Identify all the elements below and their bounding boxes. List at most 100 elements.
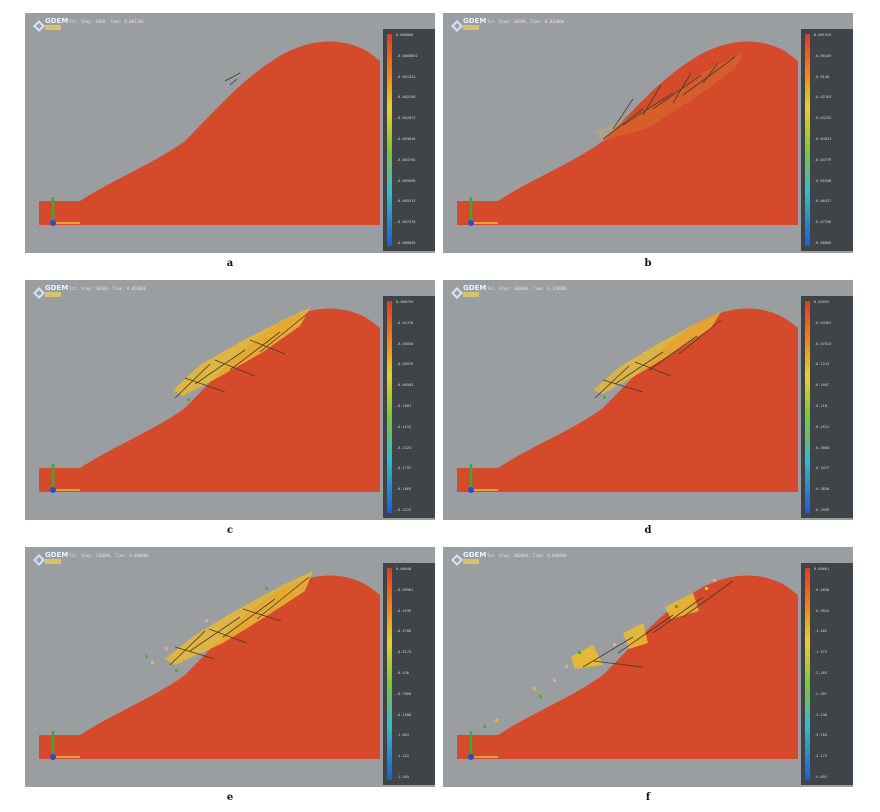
fracture-line <box>614 351 664 385</box>
legend-value: -0.01376 <box>396 320 414 325</box>
slope-model <box>457 308 798 493</box>
legend-value: -0.2511 <box>814 424 830 429</box>
displaced-zone <box>571 645 603 669</box>
fracture-line <box>652 74 702 110</box>
axis-origin <box>50 754 56 760</box>
gdem-logo-icon <box>451 287 463 299</box>
debris-particle <box>713 579 716 582</box>
fracture-line <box>622 92 674 126</box>
displaced-zone <box>593 312 721 394</box>
legend-value: -0.04031 <box>814 137 832 141</box>
legend-value: -0.005513 <box>396 199 416 204</box>
debris-particle <box>539 695 542 698</box>
logo-text: GDEM <box>45 17 69 25</box>
legend-value: -0.06427 <box>814 199 832 204</box>
debris-particle <box>578 651 581 654</box>
logo-text: GDEM <box>463 17 487 25</box>
gdem-logo-icon <box>33 20 45 32</box>
panel-caption: b <box>644 258 652 269</box>
logo-badge <box>45 559 61 564</box>
fracture-line <box>208 628 248 644</box>
debris-particle <box>641 625 644 628</box>
logo-text: GDEM <box>45 284 69 292</box>
displaced-zone <box>665 593 699 619</box>
legend-value: -0.007378 <box>396 220 416 225</box>
simulation-panel: GDEM Tot. Step: 200000, Time: 0.800000 0.0… <box>443 547 853 787</box>
slope-model <box>457 41 798 226</box>
legend-value: -1.222 <box>396 754 409 759</box>
step-info: Tot. Step: 200000, Time: 0.800000 <box>487 553 567 558</box>
fracture-line <box>169 630 206 666</box>
legend-value: -4.691 <box>814 775 827 779</box>
fracture-line <box>582 636 634 668</box>
color-legend: 0.00040 -0.09961 -0.1935 -0.2700 -0.3173 -0.4… <box>383 563 435 785</box>
legend-value: -1.001 <box>396 733 409 738</box>
fracture-line <box>672 72 692 104</box>
debris-particle <box>483 725 486 728</box>
slope-body <box>39 575 380 759</box>
fracture-line <box>222 598 276 638</box>
debris-particle <box>175 669 178 672</box>
axis-origin <box>468 754 474 760</box>
fracture-line <box>592 660 644 668</box>
fracture-line <box>229 78 238 86</box>
legend-color-bar <box>805 301 810 513</box>
legend-color-bar <box>387 301 392 513</box>
gdem-logo-icon <box>33 554 45 566</box>
legend-value: -0.3999 <box>814 508 830 512</box>
panel-caption: c <box>226 525 234 536</box>
legend-value: -0.06583 <box>396 383 414 388</box>
fracture-line <box>214 359 256 377</box>
debris-particle <box>533 687 536 690</box>
gdem-logo-icon <box>451 20 463 32</box>
step-info: Tot. Step: 120000, Time: 0.400000 <box>69 553 149 558</box>
legend-value: 0.000755 <box>396 300 414 304</box>
legend-value: 0.09661 <box>814 567 830 571</box>
fracture-line <box>256 576 310 620</box>
legend-value: -0.0148 <box>814 74 830 79</box>
fracture-line <box>184 377 226 393</box>
legend-value: -0.9922 <box>814 608 830 613</box>
simulation-panel: GDEM Tot. Step: 120000, Time: 0.400000 0.0… <box>25 547 435 787</box>
axis-origin <box>468 487 474 493</box>
logo-badge <box>463 25 479 30</box>
fracture-line <box>617 614 674 654</box>
legend-value: -0.08009 <box>814 241 832 245</box>
logo-text: GDEM <box>45 551 69 559</box>
debris-particle <box>705 587 708 590</box>
slope-body <box>457 575 798 759</box>
legend-value: -0.3830 <box>814 487 830 492</box>
debris-particle <box>151 661 154 664</box>
step-info: Tot. Step: 1000, Time: 0.001200 <box>69 19 144 24</box>
legend-value: -0.001322 <box>396 74 416 79</box>
debris-particle <box>265 587 268 590</box>
slope-model <box>39 41 380 226</box>
legend-value: -0.04779 <box>814 157 832 162</box>
legend-value: -0.4830 <box>814 587 830 592</box>
legend-value: -0.002240 <box>396 95 416 100</box>
color-legend: 0.02653 -0.03301 -0.07524 -0.1213 -0.1687 -0.… <box>801 296 853 518</box>
simulation-panel: GDEM Tot. Step: 10000, Time: 0.016000 0.00… <box>443 13 853 253</box>
fracture-line <box>224 72 241 82</box>
legend-value: -0.0000802 <box>396 53 418 58</box>
axis-origin <box>468 220 474 226</box>
legend-value: -0.1797 <box>396 466 412 471</box>
step-info: Tot. Step: 100000, Time: 0.120000 <box>487 286 567 291</box>
legend-value: -0.1001 <box>396 404 412 408</box>
axis-origin <box>50 220 56 226</box>
simulation-panel: GDEM Tot. Step: 1000, Time: 0.001200 0.000… <box>25 13 435 253</box>
fracture-line <box>259 313 308 353</box>
legend-value: -2.285 <box>814 671 827 675</box>
fracture-line <box>634 361 672 377</box>
legend-value: -1.265 <box>396 775 409 779</box>
fracture-line <box>682 580 734 618</box>
debris-particle <box>643 352 646 355</box>
gdem-logo-icon <box>451 554 463 566</box>
debris-particle <box>613 643 616 646</box>
legend-value: -0.05076 <box>396 362 414 367</box>
step-info: Tot. Step: 10000, Time: 0.016000 <box>487 19 565 24</box>
legend-value: -0.05598 <box>814 178 832 183</box>
legend-value: 0.001529 <box>814 33 832 37</box>
legend-value: -0.008049 <box>396 241 416 245</box>
legend-value: 0.02653 <box>814 300 830 304</box>
